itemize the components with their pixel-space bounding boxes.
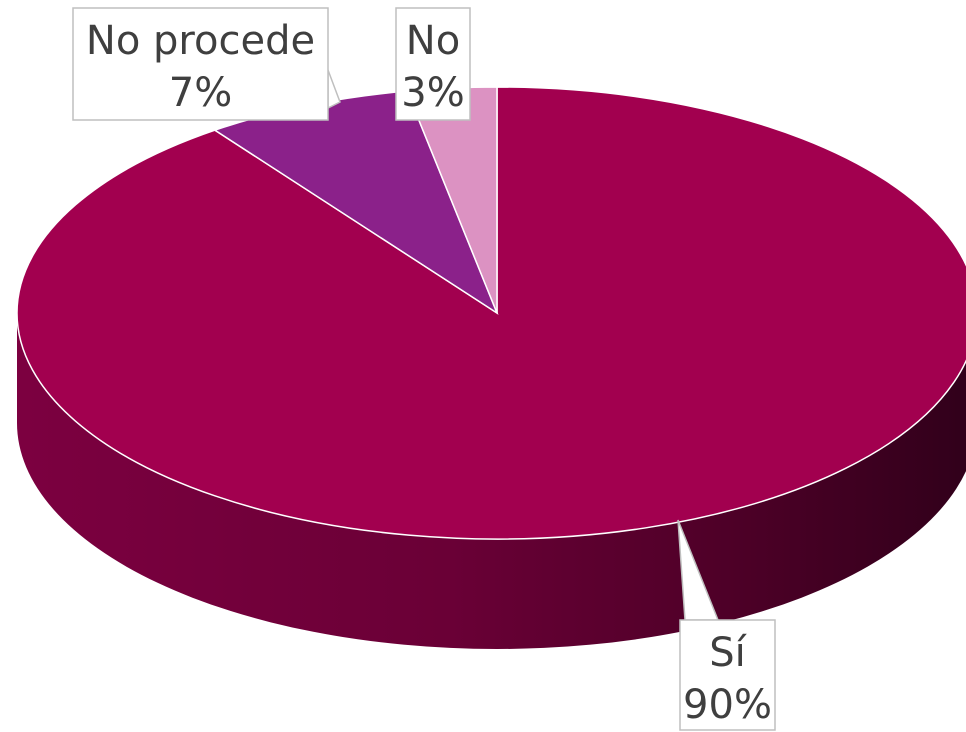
label-box bbox=[395, 7, 471, 121]
slice-label-percent: 7% bbox=[169, 70, 232, 116]
label-box bbox=[72, 7, 329, 121]
slice-label-name: No bbox=[406, 18, 460, 64]
pie-side-wall-path bbox=[17, 313, 966, 649]
label-si: Sí 90% bbox=[677, 519, 776, 731]
pie-side-wall bbox=[17, 313, 966, 649]
pie-slices bbox=[16, 86, 966, 540]
slice-si bbox=[16, 86, 966, 540]
label-no-procede: No procede 7% bbox=[72, 7, 341, 121]
slice-label-percent: 3% bbox=[401, 70, 464, 116]
slice-label-name: Sí bbox=[709, 630, 747, 676]
label-box bbox=[679, 619, 776, 731]
label-leader bbox=[327, 69, 341, 110]
label-no: No 3% bbox=[395, 7, 471, 121]
slice-label-name: No procede bbox=[86, 18, 315, 64]
slice-label-percent: 90% bbox=[683, 682, 772, 728]
data-labels: Sí 90% No procede 7% No 3% bbox=[72, 7, 776, 731]
